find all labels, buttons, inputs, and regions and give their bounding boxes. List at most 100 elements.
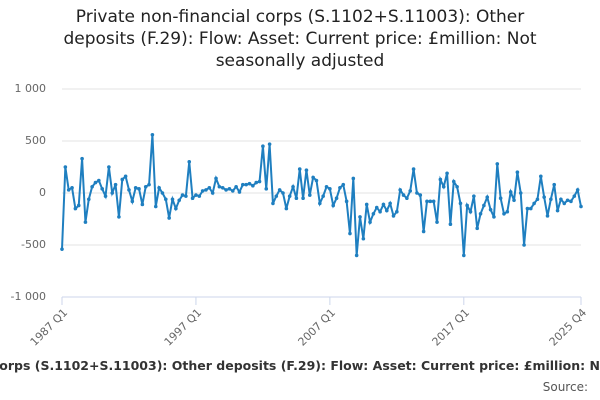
- data-point: [294, 196, 299, 200]
- data-point: [241, 182, 245, 187]
- data-point: [351, 176, 356, 181]
- data-point: [552, 182, 557, 187]
- data-point: [398, 188, 402, 192]
- data-point: [391, 214, 396, 218]
- data-point: [103, 194, 108, 198]
- x-tick-label: 2007 Q1: [296, 306, 339, 349]
- data-point: [251, 183, 255, 188]
- data-point: [378, 209, 382, 214]
- data-point: [341, 182, 346, 187]
- data-point: [66, 188, 71, 192]
- data-point: [130, 199, 135, 204]
- data-point: [200, 189, 205, 193]
- data-point: [297, 167, 302, 171]
- data-point: [197, 194, 202, 198]
- data-point: [408, 189, 413, 193]
- data-point: [384, 208, 389, 213]
- data-point: [522, 243, 526, 247]
- data-point: [180, 193, 185, 197]
- data-point: [371, 212, 376, 216]
- data-point: [374, 205, 379, 210]
- data-point: [328, 187, 332, 191]
- data-point: [120, 177, 125, 182]
- data-point: [261, 144, 265, 148]
- data-point: [247, 181, 252, 186]
- data-point: [518, 191, 523, 195]
- data-point: [291, 184, 295, 189]
- data-point: [451, 179, 456, 184]
- data-point: [324, 184, 329, 189]
- legend-entry: Private non-financial corps (S.1102+S.11…: [0, 358, 600, 373]
- data-point: [549, 197, 553, 202]
- data-point: [127, 188, 131, 192]
- data-point: [224, 188, 228, 192]
- data-point: [150, 132, 155, 137]
- data-point: [425, 199, 429, 204]
- data-point: [502, 212, 506, 216]
- data-point: [264, 187, 269, 191]
- data-point: [361, 236, 366, 241]
- data-point: [76, 203, 81, 208]
- data-point: [435, 220, 439, 224]
- data-point: [60, 247, 64, 251]
- x-tick-label: 1987 Q1: [28, 306, 71, 349]
- data-point: [528, 206, 533, 211]
- data-point: [445, 171, 449, 176]
- data-point: [525, 206, 530, 211]
- data-point: [73, 206, 78, 211]
- data-point: [86, 197, 91, 202]
- data-point: [438, 177, 443, 182]
- data-point: [194, 193, 198, 197]
- data-point: [388, 201, 392, 206]
- data-point: [334, 196, 339, 200]
- y-tick-label: -1 000: [11, 290, 46, 303]
- data-point: [462, 253, 466, 258]
- data-point: [133, 186, 138, 190]
- data-point: [234, 184, 238, 189]
- data-point: [555, 208, 560, 213]
- x-tick-label: 2017 Q1: [430, 306, 473, 349]
- data-point: [184, 194, 188, 198]
- data-point: [287, 194, 292, 198]
- y-tick-label: 1 000: [15, 82, 47, 95]
- data-point: [455, 184, 459, 189]
- data-point: [164, 197, 168, 202]
- data-point: [267, 142, 272, 146]
- data-point: [411, 167, 416, 171]
- data-point: [107, 165, 111, 169]
- data-point: [505, 209, 510, 214]
- data-point: [331, 203, 336, 208]
- data-point: [123, 174, 128, 179]
- data-point: [254, 180, 259, 185]
- data-point: [274, 194, 279, 198]
- data-point: [117, 215, 121, 219]
- data-point: [562, 201, 567, 206]
- data-point: [535, 197, 540, 202]
- data-point: [441, 184, 446, 189]
- data-point: [244, 182, 248, 187]
- data-point: [143, 184, 148, 189]
- y-tick-label: 500: [25, 134, 46, 147]
- data-point: [187, 160, 192, 164]
- y-tick-label: -500: [21, 238, 46, 251]
- data-point: [572, 194, 577, 198]
- data-point: [458, 201, 463, 206]
- data-point: [217, 184, 222, 189]
- x-tick-label: 1997 Q1: [162, 306, 205, 349]
- data-point: [348, 231, 352, 236]
- data-point: [401, 193, 406, 197]
- data-point: [368, 220, 372, 224]
- data-point: [515, 170, 520, 174]
- data-point: [431, 199, 436, 204]
- data-point: [559, 197, 563, 202]
- data-point: [358, 215, 362, 219]
- data-point: [140, 202, 145, 207]
- data-point: [210, 191, 215, 195]
- legend: Private non-financial corps (S.1102+S.11…: [0, 358, 600, 373]
- data-point: [418, 193, 423, 197]
- data-point: [304, 168, 309, 172]
- data-point: [344, 199, 349, 204]
- data-point: [207, 186, 212, 190]
